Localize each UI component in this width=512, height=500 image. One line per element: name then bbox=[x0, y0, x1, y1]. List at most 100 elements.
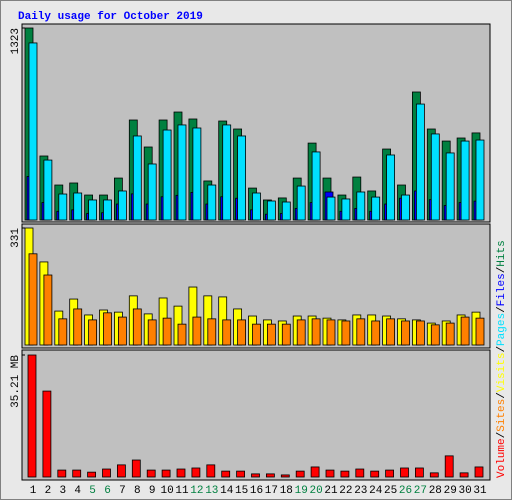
legend-separator: / bbox=[496, 306, 508, 313]
bar bbox=[296, 185, 306, 221]
bar bbox=[459, 472, 469, 478]
legend-entry: Pages bbox=[496, 313, 508, 346]
bar bbox=[325, 469, 335, 478]
x-tick-label: 4 bbox=[74, 485, 81, 497]
x-tick-label: 21 bbox=[324, 485, 338, 497]
x-tick-label: 19 bbox=[295, 485, 308, 497]
bar bbox=[177, 323, 187, 346]
bar bbox=[385, 469, 395, 478]
bar bbox=[132, 308, 142, 346]
bar bbox=[371, 196, 381, 221]
bar bbox=[222, 124, 232, 221]
bar bbox=[73, 308, 83, 346]
bar bbox=[162, 129, 172, 221]
chart-title: Daily usage for October 2019 bbox=[18, 11, 203, 23]
x-tick-label: 30 bbox=[458, 485, 471, 497]
x-tick-label: 16 bbox=[250, 485, 263, 497]
bar bbox=[386, 154, 396, 221]
x-tick-label: 28 bbox=[429, 485, 442, 497]
x-tick-label: 23 bbox=[354, 485, 367, 497]
x-tick-label: 5 bbox=[89, 485, 96, 497]
x-tick-label: 7 bbox=[119, 485, 126, 497]
bar bbox=[207, 318, 217, 346]
x-tick-label: 2 bbox=[45, 485, 52, 497]
bar bbox=[474, 466, 484, 478]
bar bbox=[355, 468, 365, 478]
bar bbox=[430, 324, 440, 346]
bar bbox=[251, 473, 260, 478]
x-tick-label: 12 bbox=[190, 485, 203, 497]
x-tick-label: 25 bbox=[384, 485, 397, 497]
bar bbox=[192, 127, 202, 221]
x-tick-label: 14 bbox=[220, 485, 234, 497]
bar bbox=[42, 390, 52, 478]
bar bbox=[221, 470, 231, 478]
bar bbox=[415, 103, 425, 221]
x-tick-label: 11 bbox=[175, 485, 189, 497]
x-tick-label: 29 bbox=[444, 485, 457, 497]
bar bbox=[280, 474, 290, 478]
bar bbox=[296, 319, 306, 346]
bar bbox=[161, 469, 171, 478]
bar bbox=[162, 317, 172, 346]
bar bbox=[118, 316, 127, 346]
bar bbox=[73, 192, 83, 221]
bar bbox=[326, 319, 336, 346]
bar bbox=[430, 133, 440, 221]
bar bbox=[281, 323, 291, 346]
bar bbox=[444, 455, 454, 478]
bar bbox=[43, 274, 53, 346]
bar bbox=[58, 193, 68, 221]
bar bbox=[206, 464, 216, 478]
bar bbox=[429, 472, 439, 478]
bar bbox=[460, 140, 470, 221]
bar bbox=[401, 194, 410, 221]
bar bbox=[28, 42, 38, 221]
bar bbox=[266, 200, 276, 221]
x-tick-label: 20 bbox=[309, 485, 322, 497]
bar bbox=[341, 320, 351, 346]
bar bbox=[58, 318, 68, 346]
x-tick-label: 3 bbox=[59, 485, 66, 497]
x-tick-label: 17 bbox=[265, 485, 278, 497]
bar bbox=[445, 152, 455, 221]
bar bbox=[326, 196, 336, 221]
x-tick-label: 27 bbox=[414, 485, 427, 497]
bar bbox=[414, 467, 424, 478]
bar bbox=[88, 319, 97, 346]
bar bbox=[87, 471, 96, 478]
bar bbox=[475, 317, 485, 346]
bar bbox=[147, 163, 157, 221]
bar bbox=[356, 191, 366, 221]
bar bbox=[445, 322, 455, 346]
bar bbox=[370, 470, 380, 478]
y-tick-label: 1323 bbox=[10, 28, 22, 54]
x-tick-label: 15 bbox=[235, 485, 248, 497]
bar bbox=[265, 473, 275, 478]
bar bbox=[57, 469, 67, 478]
legend-separator: / bbox=[496, 392, 508, 399]
bar bbox=[118, 190, 127, 221]
bar bbox=[237, 319, 247, 346]
bar bbox=[237, 135, 247, 221]
bar bbox=[207, 184, 217, 221]
bar bbox=[146, 469, 156, 478]
bar bbox=[400, 467, 409, 478]
bar bbox=[371, 320, 381, 346]
bar bbox=[460, 316, 470, 346]
bar bbox=[192, 316, 202, 346]
bar bbox=[147, 319, 157, 346]
y-tick-label: 35.21 MB bbox=[10, 355, 22, 408]
legend-entry: Files bbox=[496, 273, 508, 306]
legend-entry: Visits bbox=[496, 353, 508, 393]
bar bbox=[311, 151, 321, 221]
bar bbox=[386, 318, 396, 346]
bar bbox=[341, 198, 351, 221]
bar bbox=[176, 468, 186, 478]
bar bbox=[475, 139, 485, 221]
legend-entry: Volume bbox=[496, 438, 508, 478]
bar bbox=[295, 470, 305, 478]
legend-entry: Hits bbox=[496, 240, 508, 266]
bar bbox=[191, 467, 201, 478]
x-tick-label: 6 bbox=[104, 485, 111, 497]
